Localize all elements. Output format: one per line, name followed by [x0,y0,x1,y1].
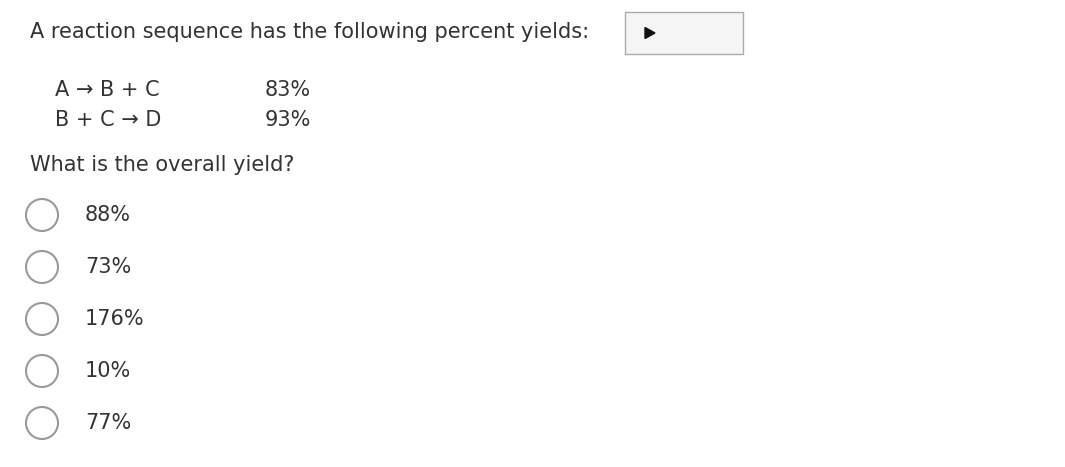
Text: 73%: 73% [85,257,131,277]
Text: 176%: 176% [85,309,145,329]
Text: A reaction sequence has the following percent yields:: A reaction sequence has the following pe… [30,22,589,42]
FancyBboxPatch shape [625,12,743,54]
Text: 10%: 10% [85,361,131,381]
Polygon shape [645,28,655,38]
Text: 93%: 93% [265,110,311,130]
Text: What is the overall yield?: What is the overall yield? [30,155,295,175]
Text: 77%: 77% [85,413,131,433]
Text: Listen: Listen [663,24,725,42]
Text: B + C → D: B + C → D [55,110,162,130]
Text: 83%: 83% [265,80,311,100]
Text: 88%: 88% [85,205,131,225]
Text: A → B + C: A → B + C [55,80,160,100]
